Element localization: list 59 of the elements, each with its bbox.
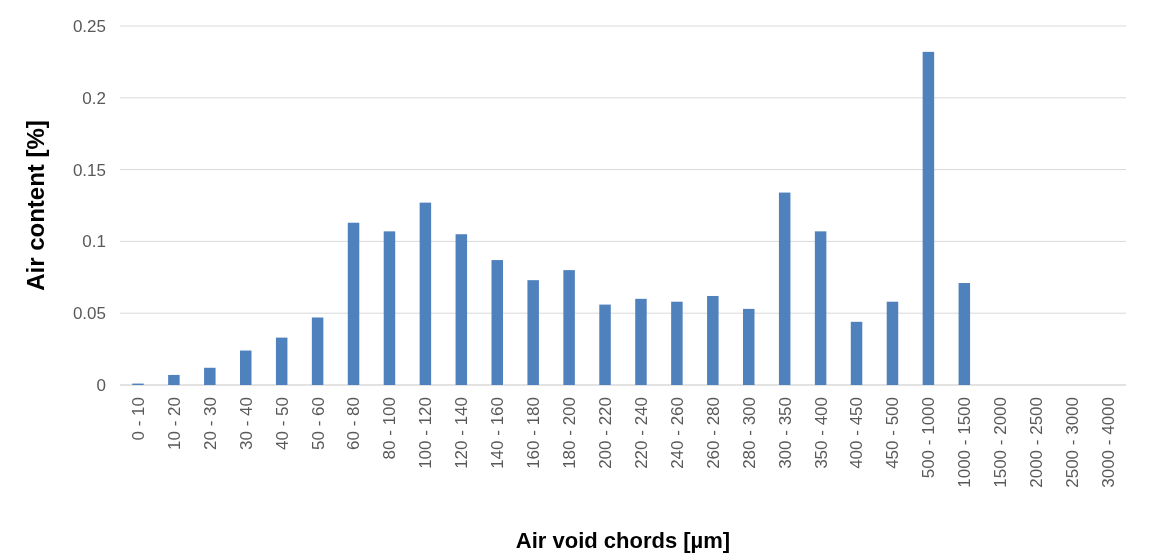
x-tick-label: 10 - 20 (164, 397, 184, 450)
bar (599, 304, 611, 385)
x-tick-label: 400 - 450 (847, 397, 867, 469)
bar (635, 298, 647, 385)
y-tick-label: 0.1 (82, 232, 106, 252)
bar (707, 295, 719, 385)
bar (204, 367, 216, 385)
x-tick-label: 1500 - 2000 (991, 397, 1011, 488)
x-tick-label: 280 - 300 (739, 397, 759, 469)
x-tick-label: 160 - 180 (524, 397, 544, 469)
x-tick-label: 100 - 120 (416, 397, 436, 469)
bar (563, 270, 575, 385)
y-tick-label: 0.25 (72, 16, 106, 36)
x-tick-label: 180 - 200 (560, 397, 580, 469)
x-tick-label: 2000 - 2500 (1027, 397, 1047, 488)
x-tick-label: 140 - 160 (488, 397, 508, 469)
x-tick-label: 260 - 280 (703, 397, 723, 469)
bar (168, 374, 180, 385)
bar (419, 202, 432, 385)
x-tick-label: 300 - 350 (775, 397, 795, 469)
x-tick-label: 80 - 100 (380, 397, 400, 460)
y-tick-label: 0 (96, 375, 106, 395)
x-tick-label: 120 - 140 (452, 397, 472, 469)
bar (814, 231, 827, 385)
bar (347, 222, 360, 385)
x-tick-label: 30 - 40 (236, 397, 256, 450)
bar (886, 301, 899, 385)
y-tick-label: 0.15 (72, 160, 106, 180)
y-tick-label: 0.2 (82, 88, 106, 108)
bar (527, 280, 539, 385)
bar (240, 350, 252, 385)
x-axis-title: Air void chords [µm] (515, 528, 731, 553)
x-tick-label: 0 - 10 (128, 397, 148, 441)
bar (743, 308, 755, 385)
bar (311, 317, 324, 385)
y-axis-title: Air content [%] (22, 120, 49, 291)
x-tick-label: 20 - 30 (200, 397, 220, 450)
x-tick-label: 240 - 260 (667, 397, 687, 469)
bar (671, 301, 683, 385)
x-tick-label: 220 - 240 (631, 397, 651, 469)
x-tick-label: 200 - 220 (595, 397, 615, 469)
bar (778, 192, 791, 385)
bar (850, 321, 863, 385)
x-tick-label: 350 - 400 (811, 397, 831, 469)
bar (275, 337, 288, 385)
x-tick-label: 40 - 50 (272, 397, 292, 450)
bar (491, 260, 503, 385)
x-tick-label: 450 - 500 (883, 397, 903, 469)
x-tick-label: 3000 - 4000 (1098, 397, 1118, 488)
bar (958, 283, 971, 385)
x-tick-label: 1000 - 1500 (955, 397, 975, 488)
x-tick-label: 500 - 1000 (919, 397, 939, 479)
bar (922, 51, 935, 385)
x-tick-label: 2500 - 3000 (1063, 397, 1083, 488)
x-tick-label: 50 - 60 (308, 397, 328, 450)
y-tick-label: 0.05 (72, 304, 106, 324)
bar (455, 234, 468, 385)
bar (383, 231, 396, 385)
x-tick-label: 60 - 80 (344, 397, 364, 450)
